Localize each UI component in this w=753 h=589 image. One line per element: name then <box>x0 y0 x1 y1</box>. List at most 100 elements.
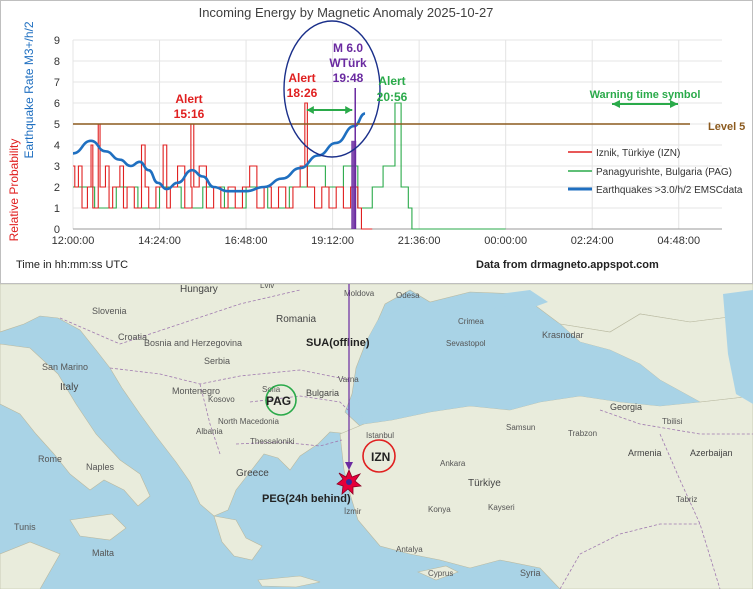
country-borders <box>59 289 753 589</box>
map-label-tunis: Tunis <box>14 522 36 532</box>
xlabel: Time in hh:mm:ss UTC <box>16 259 128 271</box>
alert-time: 20:56 <box>377 90 408 104</box>
map-label-odesa: Odesa <box>396 291 420 300</box>
map-label-cyprus: Cyprus <box>428 569 453 578</box>
chart-panel: Incoming Energy by Magnetic Anomaly 2025… <box>0 0 753 284</box>
y-tick-label: 6 <box>54 98 60 110</box>
map-label-tabriz: Tabriz <box>676 495 697 504</box>
land-italy <box>0 343 151 507</box>
map-label-antalya: Antalya <box>396 545 423 554</box>
land-greece-south <box>213 515 263 561</box>
x-tick-label: 00:00:00 <box>484 235 527 247</box>
quake-label: WTürk <box>329 56 367 70</box>
alert-label: Alert <box>288 71 315 85</box>
warning-arrowhead-right <box>670 100 678 108</box>
x-tick-label: 12:00:00 <box>52 235 95 247</box>
map-label-croatia: Croatia <box>118 332 147 342</box>
map-label-italy: Italy <box>60 382 78 393</box>
land-turkey <box>339 395 753 589</box>
legend-eq: Earthquakes >3.0/h/2 EMSCdata <box>596 185 743 196</box>
map-label-rome: Rome <box>38 454 62 464</box>
map-label-montenegro: Montenegro <box>172 386 220 396</box>
caspian-sea <box>723 290 753 404</box>
chart-border <box>0 0 753 284</box>
quake-label: 19:48 <box>333 71 364 85</box>
map-label-naples: Naples <box>86 462 115 472</box>
map-label-bosnia: Bosnia and Herzegovina <box>144 338 242 348</box>
y-tick-label: 9 <box>54 35 60 47</box>
warning-time-symbol: Warning time symbol <box>590 89 701 108</box>
warning-arrowhead-chart-right <box>345 106 353 114</box>
map-label-hungary: Hungary <box>180 284 218 295</box>
map-label-malta: Malta <box>92 548 114 558</box>
map-label-moldova: Moldova <box>344 289 375 298</box>
y-tick-label: 0 <box>54 224 60 236</box>
map-panel: Hungary Romania Slovenia Croatia Bosnia and … <box>0 284 753 589</box>
map-label-konya: Konya <box>428 505 451 514</box>
ylabel-blue: Earthquake Rate M3+/h/2 <box>22 21 36 158</box>
map-label-lviv: Lviv <box>260 284 274 290</box>
map-label-istanbul: Istanbul <box>366 431 394 440</box>
izn-label: IZN <box>371 450 390 464</box>
sua-label: SUA(offline) <box>306 337 370 349</box>
y-tick-label: 7 <box>54 77 60 89</box>
izn-circle <box>362 439 396 473</box>
source-label: Data from drmagneto.appspot.com <box>476 259 659 271</box>
land-crete <box>257 575 321 588</box>
alert-time: 15:16 <box>174 107 205 121</box>
map-label-albania: Albania <box>196 427 223 436</box>
ylabel-red: Relative Probability <box>7 139 21 242</box>
warning-arrowhead-chart-left <box>306 106 314 114</box>
map-label-crimea: Crimea <box>458 317 484 326</box>
y-tick-label: 5 <box>54 119 60 131</box>
map-label-ankara: Ankara <box>440 459 466 468</box>
quake-label: M 6.0 <box>333 41 363 55</box>
map-label-turkiye: Türkiye <box>468 478 501 489</box>
warning-time-text: Warning time symbol <box>590 89 701 101</box>
map-label-samsun: Samsun <box>506 423 535 432</box>
y-tick-label: 4 <box>54 140 60 152</box>
map-label-north_macedonia: North Macedonia <box>218 417 279 426</box>
alert-label: Alert <box>175 92 202 106</box>
chart-svg: Incoming Energy by Magnetic Anomaly 2025… <box>0 0 753 284</box>
map-label-krasnodar: Krasnodar <box>542 330 584 340</box>
y-tick-label: 3 <box>54 161 60 173</box>
map-label-georgia: Georgia <box>610 402 642 412</box>
map-label-romania: Romania <box>276 314 316 325</box>
pag-circle <box>265 384 297 416</box>
quake-highlight-ellipse <box>283 20 381 158</box>
legend-pag: Panagyurishte, Bulgaria (PAG) <box>596 167 732 178</box>
land-africa <box>0 541 61 589</box>
y-tick-label: 8 <box>54 56 60 68</box>
epicenter-star-icon <box>336 468 362 495</box>
alert-label: Alert <box>378 74 405 88</box>
series-line-earthquakes <box>72 112 366 193</box>
map-label-trabzon: Trabzon <box>568 429 597 438</box>
level-label: Level 5 <box>708 121 745 133</box>
legend: Iznik, Türkiye (IZN) Panagyurishte, Bulg… <box>568 148 743 196</box>
black-sea <box>356 304 700 424</box>
land-sicily <box>69 513 127 541</box>
map-label-syria: Syria <box>520 568 541 578</box>
warning-arrowhead-left <box>612 100 620 108</box>
alert-time: 18:26 <box>287 86 318 100</box>
map-label-armenia: Armenia <box>628 448 662 458</box>
x-tick-label: 16:48:00 <box>225 235 268 247</box>
warning-label-1: Warning time symbol <box>590 89 701 101</box>
x-tick-label: 21:36:00 <box>398 235 441 247</box>
map-label-thessaloniki: Thessaloniki <box>250 437 295 446</box>
map-label-bulgaria: Bulgaria <box>306 388 339 398</box>
map-label-sevastopol: Sevastopol <box>446 339 486 348</box>
map-label-azerbaijan: Azerbaijan <box>690 448 733 458</box>
map-label-san_marino: San Marino <box>42 362 88 372</box>
map-label-serbia: Serbia <box>204 356 230 366</box>
map-label-kosovo: Kosovo <box>208 395 235 404</box>
quake-pointer-head <box>345 462 353 470</box>
legend-izn: Iznik, Türkiye (IZN) <box>596 148 680 159</box>
x-tick-label: 02:24:00 <box>571 235 614 247</box>
land-cyprus <box>417 565 459 581</box>
x-tick-label: 19:12:00 <box>311 235 354 247</box>
